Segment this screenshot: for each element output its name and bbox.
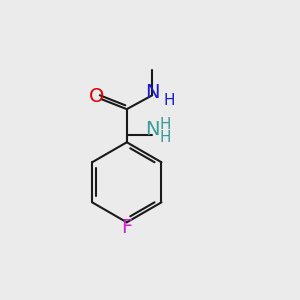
Text: F: F <box>121 218 132 237</box>
Text: H: H <box>160 117 171 132</box>
Text: N: N <box>145 83 160 103</box>
Text: H: H <box>160 130 171 145</box>
Text: H: H <box>164 93 175 108</box>
Text: N: N <box>145 120 160 140</box>
Text: O: O <box>89 87 104 106</box>
